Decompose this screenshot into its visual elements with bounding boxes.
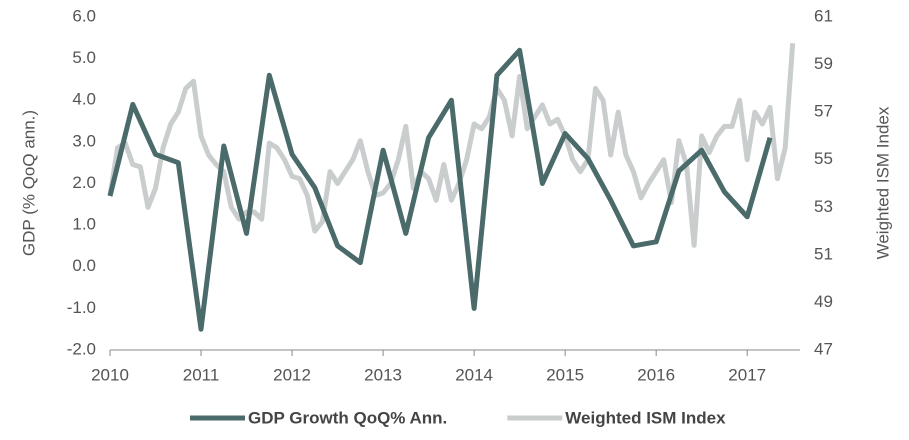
y-tick-label: 6.0 (72, 6, 96, 25)
y-tick-label: -1.0 (67, 298, 96, 317)
y2-tick-label: 47 (814, 339, 833, 358)
y2-tick-label: 55 (814, 149, 833, 168)
y-tick-label: -2.0 (67, 339, 96, 358)
y2-tick-label: 49 (814, 292, 833, 311)
y2-tick-label: 51 (814, 244, 833, 263)
x-tick-label: 2017 (728, 365, 766, 384)
y-tick-label: 3.0 (72, 131, 96, 150)
y-tick-label: 2.0 (72, 173, 96, 192)
legend-label: Weighted ISM Index (565, 408, 726, 427)
y2-tick-label: 61 (814, 6, 833, 25)
y-tick-label: 0.0 (72, 256, 96, 275)
x-tick-label: 2012 (273, 365, 311, 384)
x-tick-label: 2015 (546, 365, 584, 384)
y2-tick-label: 57 (814, 102, 833, 121)
legend-label: GDP Growth QoQ% Ann. (248, 408, 447, 427)
y-axis-label: GDP (% QoQ ann.) (19, 110, 38, 256)
x-tick-label: 2016 (637, 365, 675, 384)
x-tick-label: 2014 (455, 365, 493, 384)
y2-axis-label: Weighted ISM Index (873, 106, 892, 259)
x-tick-label: 2013 (364, 365, 402, 384)
y2-tick-label: 53 (814, 197, 833, 216)
y-tick-label: 1.0 (72, 215, 96, 234)
x-tick-label: 2011 (183, 365, 220, 384)
y-tick-label: 5.0 (72, 48, 96, 67)
x-tick-label: 2010 (91, 365, 129, 384)
series-line (107, 43, 796, 248)
y2-tick-label: 59 (814, 54, 833, 73)
series-line (107, 47, 773, 332)
y-tick-label: 4.0 (72, 90, 96, 109)
